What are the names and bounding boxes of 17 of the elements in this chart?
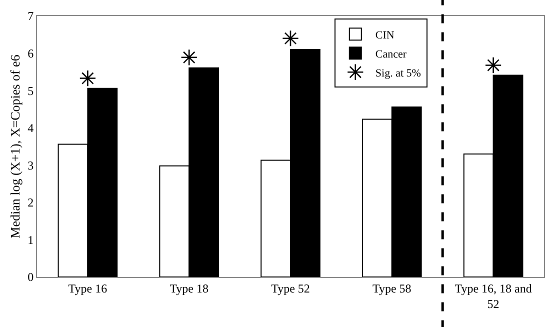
legend-label: Sig. at 5%: [375, 67, 421, 80]
x-tick-label: Type 16, 18 and 52: [454, 281, 532, 311]
x-tick-label: Type 58: [372, 281, 412, 296]
y-tick-label: 1: [28, 232, 34, 247]
y-axis-title: Median log (X+1), X=Copies of e6: [8, 54, 23, 238]
x-tick-label: Type 16: [68, 281, 108, 296]
y-tick-label: 6: [28, 46, 34, 60]
y-tick-label: 4: [28, 121, 34, 136]
legend-label: Cancer: [375, 48, 407, 60]
legend-label: CIN: [375, 29, 394, 42]
x-tick-label: Type 18: [170, 281, 209, 296]
y-tick-label: 2: [28, 196, 34, 210]
y-tick-label: 5: [28, 84, 34, 98]
y-tick-label: 0: [28, 270, 34, 284]
y-tick-label: 7: [28, 9, 34, 24]
y-tick-label: 3: [28, 158, 34, 172]
x-tick-label: Type 52: [271, 281, 310, 296]
